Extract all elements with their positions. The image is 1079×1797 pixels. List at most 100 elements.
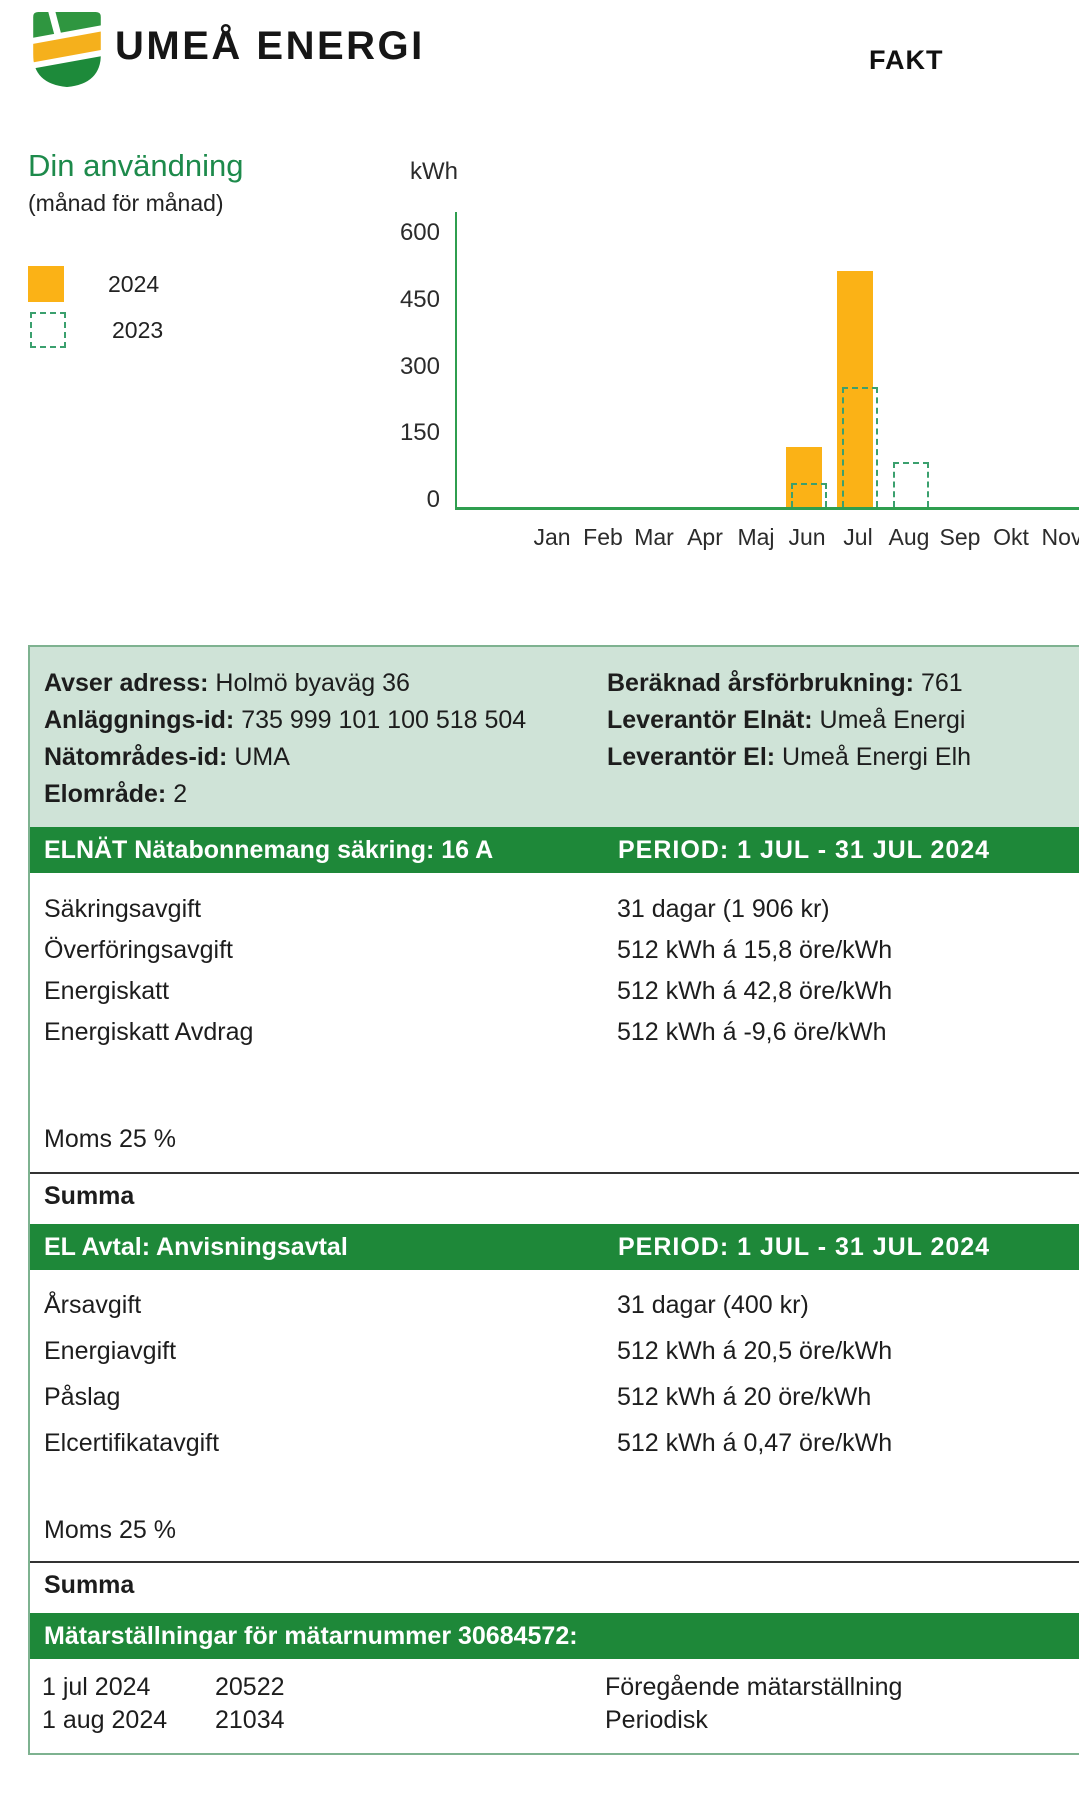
info-row: Elområde: 2 bbox=[44, 776, 607, 813]
line-label: Energiskatt bbox=[44, 977, 170, 1005]
invoice-line-row: Säkringsavgift 31 dagar (1 906 kr) bbox=[30, 889, 1079, 930]
invoice-line-row: Överföringsavgift 512 kWh á 15,8 öre/kWh bbox=[30, 930, 1079, 971]
brand-title: UMEÅ ENERGI bbox=[115, 24, 425, 68]
divider bbox=[30, 1561, 1079, 1563]
usage-chart-subtitle: (månad för månad) bbox=[28, 190, 224, 216]
line-label: Energiskatt Avdrag bbox=[44, 1018, 254, 1046]
y-tick-label: 0 bbox=[426, 486, 440, 513]
meter-section-title: Mätarställningar för mätarnummer 3068457… bbox=[44, 1621, 578, 1650]
info-value: 2 bbox=[166, 780, 188, 808]
line-label: Energiavgift bbox=[44, 1336, 177, 1365]
info-row: Avser adress: Holmö byaväg 36 bbox=[44, 665, 607, 702]
document-type-label: FAKT bbox=[869, 45, 944, 75]
line-value: 512 kWh á 15,8 öre/kWh bbox=[617, 936, 893, 964]
section-el: EL Avtal: Anvisningsavtal PERIOD: 1 JUL … bbox=[30, 1224, 1079, 1607]
info-value: Umeå Energi bbox=[812, 706, 966, 734]
summary-row: Summa bbox=[44, 1570, 135, 1599]
info-row: Beräknad årsförbrukning: 761 bbox=[607, 665, 1079, 702]
x-tick-label: Maj bbox=[737, 524, 775, 550]
info-row: Anläggnings-id: 735 999 101 100 518 504 bbox=[44, 702, 607, 739]
section-period: PERIOD: 1 JUL - 31 JUL 2024 bbox=[618, 835, 991, 864]
info-row: Leverantör Elnät: Umeå Energi bbox=[607, 702, 1079, 739]
line-value: 512 kWh á 20,5 öre/kWh bbox=[617, 1336, 893, 1365]
info-value: 735 999 101 100 518 504 bbox=[234, 706, 527, 734]
bar-2023-jul bbox=[842, 387, 878, 507]
meter-reading-row: 1 jul 2024 20522 Föregående mätarställning bbox=[30, 1671, 1079, 1704]
meter-readings: 1 jul 2024 20522 Föregående mätarställning… bbox=[30, 1659, 1079, 1753]
section-title: EL Avtal: Anvisningsavtal bbox=[44, 1232, 348, 1261]
section-elnat: ELNÄT Nätabonnemang säkring: 16 A PERIOD… bbox=[30, 827, 1079, 1218]
section-period: PERIOD: 1 JUL - 31 JUL 2024 bbox=[618, 1232, 991, 1261]
x-tick-label: Mar bbox=[634, 524, 674, 550]
account-info-right-column: Beräknad årsförbrukning: 761 Leverantör E… bbox=[607, 665, 1079, 813]
invoice-line-row: Energiskatt 512 kWh á 42,8 öre/kWh bbox=[30, 971, 1079, 1012]
invoice-line-row: Energiavgift 512 kWh á 20,5 öre/kWh bbox=[30, 1328, 1079, 1374]
info-value: Holmö byaväg 36 bbox=[208, 669, 410, 697]
account-info-left-column: Avser adress: Holmö byaväg 36 Anläggnings… bbox=[44, 665, 607, 813]
divider bbox=[30, 1172, 1079, 1174]
meter-date: 1 jul 2024 bbox=[42, 1673, 151, 1701]
usage-chart-title: Din användning bbox=[28, 148, 244, 183]
invoice-line-row: Påslag 512 kWh á 20 öre/kWh bbox=[30, 1374, 1079, 1420]
invoice-line-row: Årsavgift 31 dagar (400 kr) bbox=[30, 1282, 1079, 1328]
y-tick-label: 450 bbox=[399, 285, 440, 313]
y-tick-label: 600 bbox=[399, 219, 440, 246]
meter-reading-type: Föregående mätarställning bbox=[605, 1673, 903, 1701]
meter-reading-value: 21034 bbox=[215, 1706, 285, 1734]
info-label: Beräknad årsförbrukning: bbox=[607, 669, 915, 697]
info-label: Leverantör El: bbox=[607, 743, 776, 771]
x-tick-label: Jun bbox=[788, 524, 826, 550]
section-header-el: EL Avtal: Anvisningsavtal PERIOD: 1 JUL … bbox=[30, 1224, 1079, 1270]
x-tick-label: Nov bbox=[1041, 524, 1079, 550]
line-value: 512 kWh á 20 öre/kWh bbox=[617, 1382, 872, 1411]
legend-item-2023: 2023 bbox=[28, 312, 163, 348]
section-title: ELNÄT Nätabonnemang säkring: 16 A bbox=[44, 835, 494, 864]
legend-swatch-2024 bbox=[28, 266, 64, 302]
line-value: 512 kWh á 0,47 öre/kWh bbox=[617, 1428, 893, 1457]
x-tick-label: Jan bbox=[533, 524, 571, 550]
x-tick-label: Okt bbox=[993, 524, 1029, 550]
info-row: Leverantör El: Umeå Energi Elh bbox=[607, 739, 1079, 776]
section-header-elnat: ELNÄT Nätabonnemang säkring: 16 A PERIOD… bbox=[30, 827, 1079, 873]
legend-label-2023: 2023 bbox=[112, 316, 164, 343]
invoice-line-row: Energiskatt Avdrag 512 kWh á -9,6 öre/kWh bbox=[30, 1012, 1079, 1053]
bar-2023-jun bbox=[791, 483, 827, 507]
info-label: Elområde: bbox=[44, 780, 167, 808]
line-value: 31 dagar (1 906 kr) bbox=[617, 895, 830, 923]
legend-item-2024: 2024 bbox=[28, 266, 159, 302]
line-label: Säkringsavgift bbox=[44, 895, 202, 923]
legend-label-2024: 2024 bbox=[108, 270, 160, 297]
info-label: Avser adress: bbox=[44, 669, 209, 697]
y-tick-label: 150 bbox=[399, 419, 440, 447]
bar-2023-aug bbox=[893, 462, 929, 507]
invoice-details-box: Avser adress: Holmö byaväg 36 Anläggnings… bbox=[28, 645, 1079, 1755]
line-label: Årsavgift bbox=[44, 1290, 142, 1319]
line-label: Påslag bbox=[44, 1382, 121, 1411]
line-value: 31 dagar (400 kr) bbox=[617, 1290, 809, 1319]
invoice-line-row: Elcertifikatavgift 512 kWh á 0,47 öre/kWh bbox=[30, 1420, 1079, 1466]
x-tick-label: Aug bbox=[888, 524, 930, 550]
info-value: Umeå Energi Elh bbox=[775, 743, 972, 771]
line-label: Överföringsavgift bbox=[44, 936, 233, 964]
meter-reading-type: Periodisk bbox=[605, 1706, 708, 1734]
vat-row: Moms 25 % bbox=[44, 1516, 176, 1544]
umea-energi-logo bbox=[33, 12, 101, 88]
account-info: Avser adress: Holmö byaväg 36 Anläggnings… bbox=[30, 647, 1079, 827]
section-rows: Säkringsavgift 31 dagar (1 906 kr) Överför… bbox=[30, 873, 1079, 1053]
info-label: Nätområdes-id: bbox=[44, 743, 228, 771]
x-tick-label: Apr bbox=[687, 524, 723, 550]
info-value: 761 bbox=[914, 669, 963, 697]
x-tick-label: Sep bbox=[939, 524, 981, 550]
usage-bar-chart: Jan Feb Mar Apr Maj Jun Jul Aug Sep Okt Nov bbox=[455, 212, 1079, 550]
summary-row: Summa bbox=[44, 1181, 135, 1210]
section-header-meter: Mätarställningar för mätarnummer 3068457… bbox=[30, 1613, 1079, 1659]
info-value: UMA bbox=[227, 743, 290, 771]
meter-reading-row: 1 aug 2024 21034 Periodisk bbox=[30, 1704, 1079, 1737]
info-row: Nätområdes-id: UMA bbox=[44, 739, 607, 776]
info-label: Anläggnings-id: bbox=[44, 706, 235, 734]
x-tick-label: Feb bbox=[583, 524, 623, 550]
vat-row: Moms 25 % bbox=[44, 1125, 176, 1153]
info-label: Leverantör Elnät: bbox=[607, 706, 813, 734]
x-tick-label: Jul bbox=[843, 524, 873, 550]
line-value: 512 kWh á 42,8 öre/kWh bbox=[617, 977, 893, 1005]
